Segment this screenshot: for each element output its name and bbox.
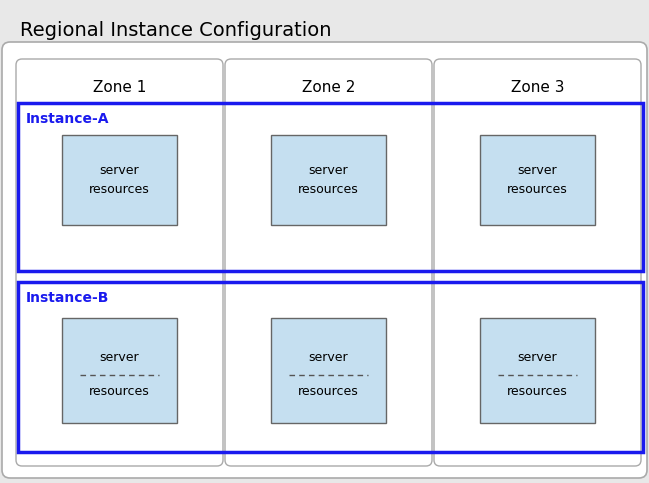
FancyBboxPatch shape: [480, 318, 595, 423]
Text: Zone 2: Zone 2: [302, 80, 355, 95]
Text: Zone 3: Zone 3: [511, 80, 564, 95]
Text: Instance-B: Instance-B: [26, 291, 110, 305]
FancyBboxPatch shape: [225, 59, 432, 466]
FancyBboxPatch shape: [271, 318, 386, 423]
Text: resources: resources: [298, 385, 359, 398]
FancyBboxPatch shape: [271, 135, 386, 225]
Text: Regional Instance Configuration: Regional Instance Configuration: [20, 20, 332, 40]
FancyBboxPatch shape: [480, 135, 595, 225]
Text: server: server: [100, 351, 140, 364]
Text: server: server: [309, 351, 349, 364]
FancyBboxPatch shape: [62, 318, 177, 423]
Text: Zone 1: Zone 1: [93, 80, 146, 95]
FancyBboxPatch shape: [16, 59, 223, 466]
FancyBboxPatch shape: [62, 135, 177, 225]
Text: server
resources: server resources: [507, 164, 568, 196]
Text: resources: resources: [89, 385, 150, 398]
Text: server
resources: server resources: [298, 164, 359, 196]
FancyBboxPatch shape: [434, 59, 641, 466]
Text: server
resources: server resources: [89, 164, 150, 196]
Text: resources: resources: [507, 385, 568, 398]
Text: Instance-A: Instance-A: [26, 112, 110, 126]
Text: server: server: [518, 351, 557, 364]
FancyBboxPatch shape: [2, 42, 647, 478]
